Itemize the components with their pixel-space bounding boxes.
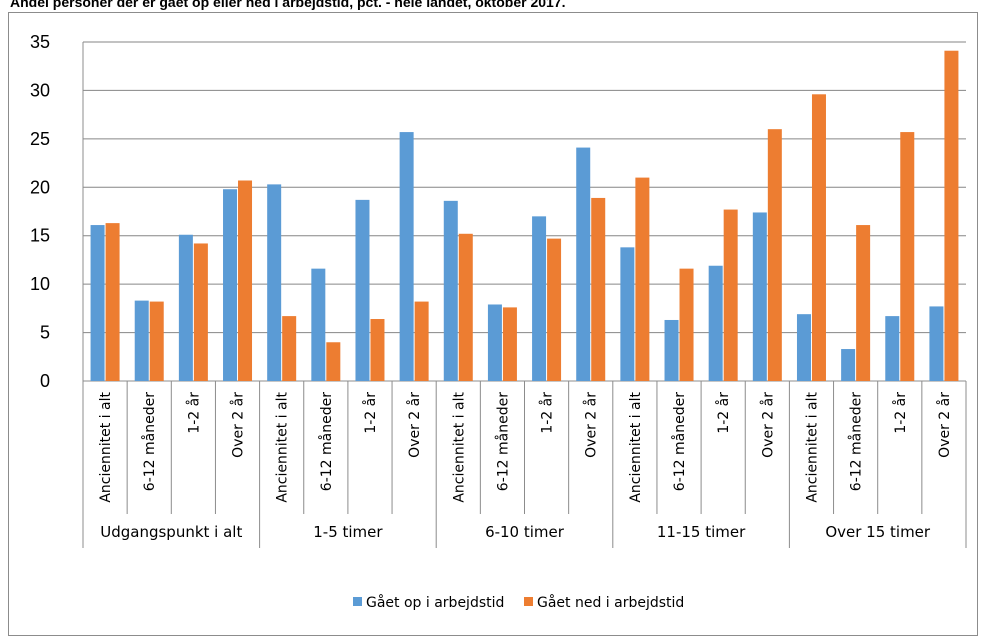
bar-op [134,300,149,381]
group-label: 11-15 timer [657,523,746,541]
bar-op [399,132,414,381]
category-label: 6-12 måneder [318,392,335,491]
group-label: 1-5 timer [313,523,383,541]
bar-op [90,225,105,381]
bar-op [885,316,900,381]
bar-op [355,199,370,381]
category-label: Anciennitet i alt [98,392,114,503]
category-label: 1-2 år [362,392,379,434]
y-tick-label: 0 [40,371,50,391]
y-tick-label: 35 [30,32,50,52]
y-tick-label: 15 [30,226,50,246]
bar-ned [370,319,385,381]
bar-op [929,306,944,381]
bar-ned [105,223,120,381]
group-label: Over 15 timer [825,523,931,541]
y-tick-label: 25 [30,129,50,149]
bar-ned [723,209,738,381]
category-label: 6-12 måneder [671,392,688,491]
y-tick-label: 20 [30,177,50,197]
bar-ned [193,243,208,381]
category-label: Anciennitet i alt [275,392,291,503]
category-label: 1-2 år [892,392,909,434]
bar-op [223,189,238,381]
category-label: Anciennitet i alt [628,392,644,503]
group-label: Udgangspunkt i alt [100,523,242,541]
bar-ned [811,94,826,381]
bar-ned [282,316,297,381]
bar-ned [944,50,959,382]
category-label: 1-2 år [715,392,732,434]
category-label: Over 2 år [759,392,776,458]
legend-swatch [524,597,533,606]
category-label: Over 2 år [230,392,247,458]
category-label: Over 2 år [583,392,600,458]
category-label: 6-12 måneder [848,392,865,491]
bar-ned [900,132,915,381]
bar-op [796,314,811,381]
bar-op [532,216,547,381]
bar-ned [856,225,871,381]
bar-op [664,319,679,381]
category-label: 6-12 måneder [141,392,158,491]
bar-op [752,212,767,381]
legend-swatch [353,597,362,606]
category-label: 6-12 måneder [494,392,511,491]
bar-op [178,234,193,381]
bar-op [576,147,591,381]
bar-ned [458,233,473,381]
bar-op [708,265,723,381]
bar-op [487,304,502,381]
bar-ned [326,342,341,381]
bar-ned [502,307,517,381]
chart-frame [8,12,978,636]
legend-label: Gået op i arbejdstid [366,594,504,611]
bar-ned [635,177,650,381]
bar-ned [149,301,164,381]
category-label: 1-2 år [539,392,556,434]
bar-ned [238,180,253,381]
category-label: Anciennitet i alt [451,392,467,503]
chart-title: Andel personer der er gået op eller ned … [10,0,566,10]
y-tick-label: 30 [30,80,50,100]
category-label: Over 2 år [406,392,423,458]
category-label: Anciennitet i alt [804,392,820,503]
y-tick-label: 10 [30,274,50,294]
legend-label: Gået ned i arbejdstid [537,594,684,611]
bar-ned [679,268,694,381]
bar-op [620,247,635,381]
bar-op [443,200,458,381]
bar-ned [414,301,429,381]
bar-op [311,268,326,381]
bar-ned [547,238,562,381]
category-label: 1-2 år [185,392,202,434]
category-label: Over 2 år [936,392,953,458]
bar-op [267,184,282,381]
group-label: 6-10 timer [485,523,565,541]
bar-ned [767,129,782,381]
bar-op [841,349,856,381]
bar-ned [591,197,606,381]
y-tick-label: 5 [40,323,50,343]
